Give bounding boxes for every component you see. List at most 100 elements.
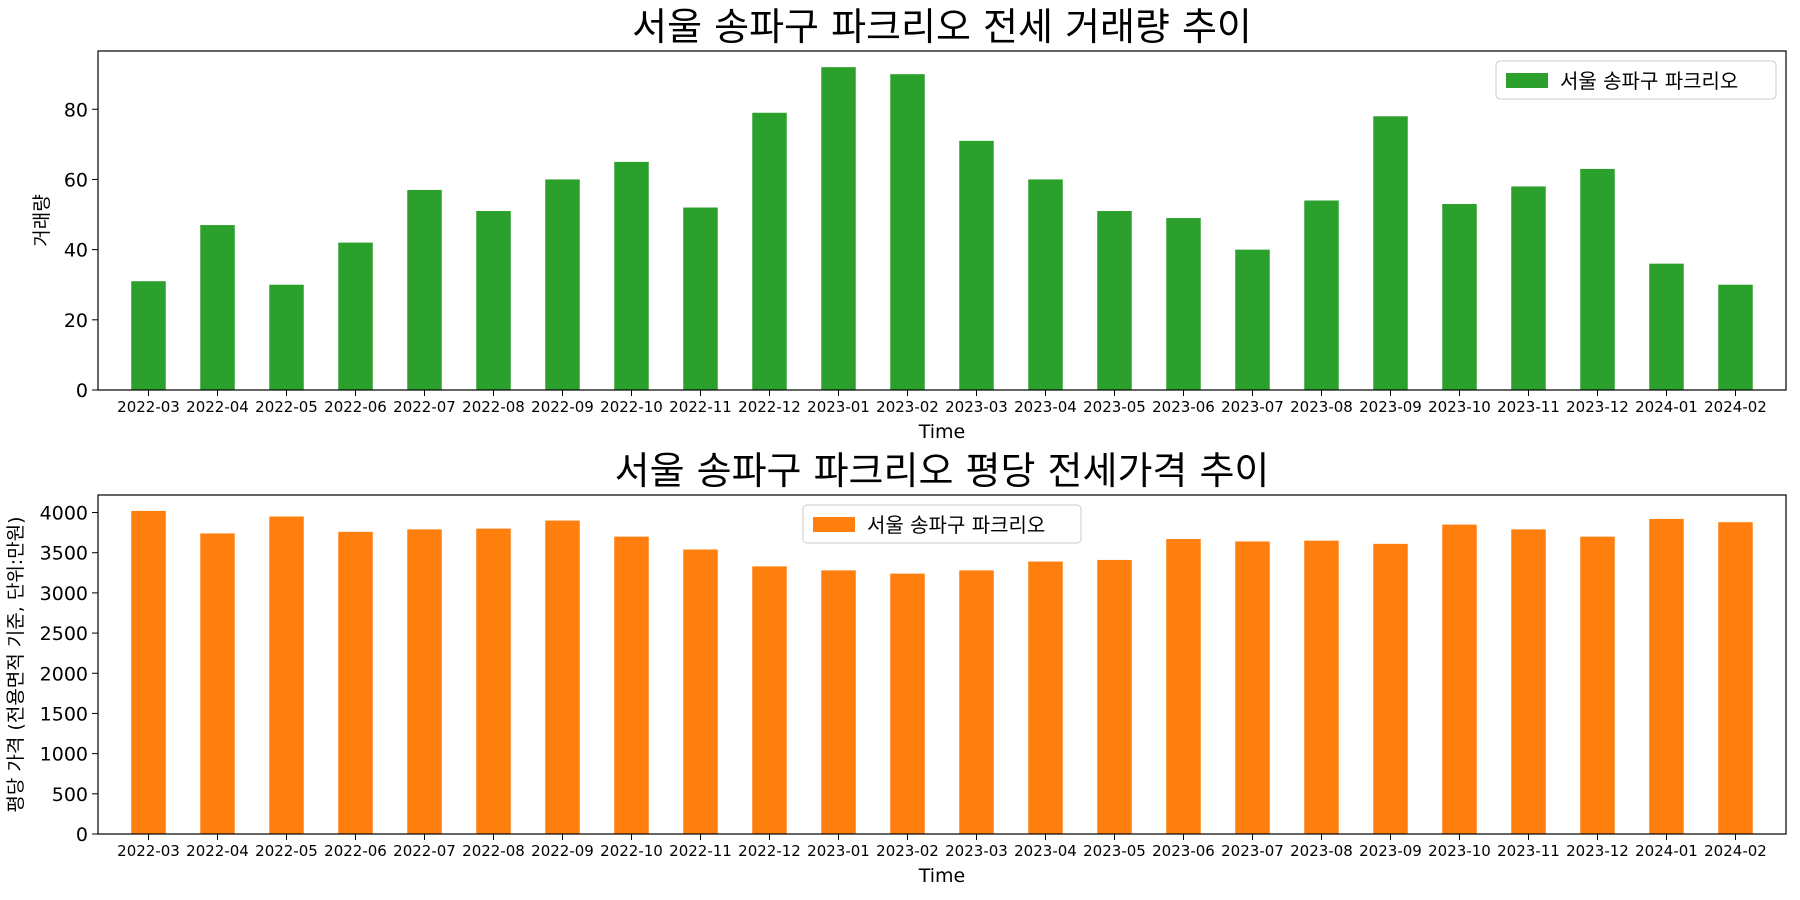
- bar-2023-09: [1373, 543, 1408, 834]
- bar-2022-03: [131, 510, 166, 834]
- x-tick-label: 2024-02: [1704, 842, 1767, 860]
- bar-2022-07: [407, 529, 442, 834]
- x-tick-label: 2022-04: [186, 842, 249, 860]
- x-tick-label: 2023-08: [1290, 398, 1353, 416]
- x-tick-label: 2023-05: [1083, 398, 1146, 416]
- y-tick-label: 60: [64, 169, 88, 191]
- x-tick-label: 2023-07: [1221, 842, 1284, 860]
- legend-swatch: [813, 517, 855, 532]
- bar-2023-06: [1166, 218, 1201, 390]
- x-tick-label: 2023-05: [1083, 842, 1146, 860]
- bar-2023-12: [1580, 536, 1615, 834]
- x-tick-label: 2022-04: [186, 398, 249, 416]
- bar-2022-08: [476, 211, 511, 390]
- x-tick-label: 2022-05: [255, 842, 318, 860]
- legend-label: 서울 송파구 파크리오: [867, 513, 1045, 537]
- y-tick-label: 0: [76, 380, 88, 402]
- legend: 서울 송파구 파크리오: [802, 504, 1082, 544]
- x-tick-label: 2022-06: [324, 842, 387, 860]
- x-tick-label: 2022-09: [531, 842, 594, 860]
- bar-2022-05: [269, 284, 304, 390]
- bar-2023-01: [821, 67, 856, 390]
- x-tick-label: 2022-06: [324, 398, 387, 416]
- x-tick-label: 2023-06: [1152, 398, 1215, 416]
- bar-2024-02: [1718, 284, 1753, 390]
- y-tick-label: 500: [52, 784, 88, 806]
- bar-2023-10: [1442, 204, 1477, 390]
- bar-2022-06: [338, 531, 373, 834]
- bar-2023-08: [1304, 540, 1339, 834]
- bar-2022-10: [614, 161, 649, 390]
- bar-2022-07: [407, 189, 442, 390]
- bar-2023-02: [890, 573, 925, 834]
- y-axis-label: 거래량: [31, 194, 53, 246]
- bar-2023-06: [1166, 539, 1201, 834]
- bar-2023-11: [1511, 529, 1546, 834]
- bar-2022-06: [338, 242, 373, 390]
- x-tick-label: 2023-02: [876, 398, 939, 416]
- bar-2023-03: [959, 570, 994, 834]
- bar-2023-12: [1580, 168, 1615, 390]
- y-tick-label: 0: [76, 824, 88, 846]
- bar-2023-07: [1235, 249, 1270, 390]
- y-tick-label: 3000: [40, 583, 88, 605]
- x-tick-label: 2022-12: [738, 398, 801, 416]
- x-tick-label: 2023-12: [1566, 398, 1629, 416]
- bar-2022-09: [545, 179, 580, 390]
- x-tick-label: 2022-03: [117, 842, 180, 860]
- x-tick-label: 2023-07: [1221, 398, 1284, 416]
- x-tick-label: 2022-05: [255, 398, 318, 416]
- x-tick-label: 2024-02: [1704, 398, 1767, 416]
- x-tick-label: 2022-12: [738, 842, 801, 860]
- bar-2022-04: [200, 533, 235, 834]
- bar-2022-12: [752, 112, 787, 390]
- x-axis-label: Time: [918, 865, 966, 887]
- legend-label: 서울 송파구 파크리오: [1560, 69, 1738, 93]
- x-tick-label: 2023-10: [1428, 398, 1491, 416]
- bar-2023-09: [1373, 116, 1408, 391]
- y-axis-label: 평당 가격 (전용면적 기준, 단위:만원): [5, 516, 27, 812]
- x-axis-label: Time: [918, 421, 966, 443]
- bar-2024-02: [1718, 522, 1753, 834]
- plot-frame: [97, 494, 1787, 835]
- legend-box: [1495, 60, 1777, 100]
- bar-2022-05: [269, 516, 304, 834]
- x-tick-label: 2023-01: [807, 842, 870, 860]
- x-tick-label: 2023-09: [1359, 842, 1422, 860]
- plot-frame: [97, 50, 1787, 391]
- bar-2023-07: [1235, 541, 1270, 834]
- x-tick-label: 2023-11: [1497, 842, 1560, 860]
- y-tick-label: 4000: [40, 503, 88, 525]
- x-tick-label: 2022-03: [117, 398, 180, 416]
- x-tick-label: 2023-01: [807, 398, 870, 416]
- bar-2023-04: [1028, 561, 1063, 834]
- x-tick-label: 2023-02: [876, 842, 939, 860]
- chart-title: 서울 송파구 파크리오 전세 거래량 추이: [632, 5, 1252, 49]
- x-tick-label: 2023-04: [1014, 398, 1077, 416]
- x-tick-label: 2022-09: [531, 398, 594, 416]
- legend-swatch: [1506, 73, 1548, 88]
- x-tick-label: 2022-08: [462, 842, 525, 860]
- x-tick-label: 2023-04: [1014, 842, 1077, 860]
- x-tick-label: 2023-08: [1290, 842, 1353, 860]
- y-tick-label: 40: [64, 240, 88, 262]
- x-tick-label: 2023-09: [1359, 398, 1422, 416]
- y-tick-label: 20: [64, 310, 88, 332]
- x-tick-label: 2024-01: [1635, 842, 1698, 860]
- bar-2023-10: [1442, 524, 1477, 834]
- bar-2023-08: [1304, 200, 1339, 390]
- bar-2022-09: [545, 520, 580, 834]
- y-tick-label: 2000: [40, 663, 88, 685]
- x-tick-label: 2022-10: [600, 398, 663, 416]
- y-tick-label: 1000: [40, 744, 88, 766]
- bar-2024-01: [1649, 518, 1684, 834]
- legend-box: [802, 504, 1082, 544]
- chart-2: 서울 송파구 파크리오 평당 전세가격 추이 0 500 1000 1500 2000 25…: [5, 449, 1787, 887]
- x-tick-label: 2023-03: [945, 842, 1008, 860]
- x-tick-label: 2023-11: [1497, 398, 1560, 416]
- bar-2022-11: [683, 207, 718, 390]
- bar-2023-01: [821, 570, 856, 834]
- x-tick-label: 2024-01: [1635, 398, 1698, 416]
- bar-2023-11: [1511, 186, 1546, 390]
